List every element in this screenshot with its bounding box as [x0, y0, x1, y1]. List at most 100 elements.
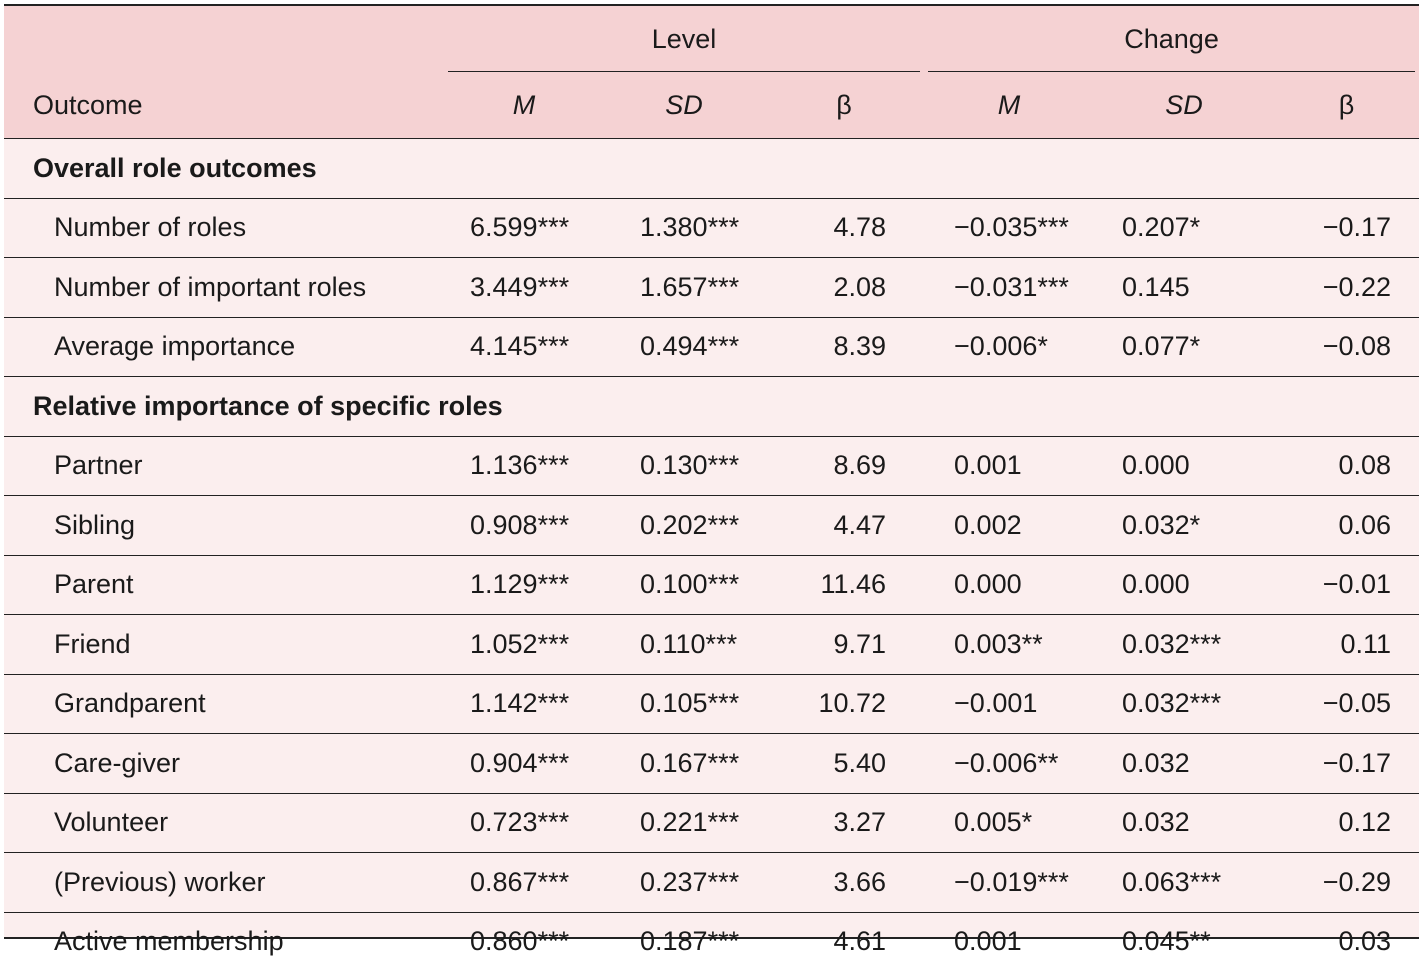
cell-level-m: 1.052*** [444, 615, 604, 675]
cell-level-m: 6.599*** [444, 198, 604, 258]
cell-level-beta: 11.46 [764, 555, 924, 615]
results-table-container: Level Change Outcome M SD β M SD β Overa… [4, 4, 1419, 939]
cell-change-m: −0.001 [924, 674, 1094, 734]
cell-change-m: −0.006** [924, 734, 1094, 794]
cell-level-beta: 4.78 [764, 198, 924, 258]
cell-change-sd: 0.063*** [1094, 853, 1274, 913]
cell-change-beta: −0.17 [1274, 734, 1419, 794]
cell-change-beta: −0.29 [1274, 853, 1419, 913]
cell-level-beta: 10.72 [764, 674, 924, 734]
cell-change-sd: 0.000 [1094, 555, 1274, 615]
cell-change-m: 0.002 [924, 496, 1094, 556]
cell-change-sd: 0.032 [1094, 793, 1274, 853]
cell-level-beta: 4.61 [764, 912, 924, 971]
cell-level-beta: 9.71 [764, 615, 924, 675]
cell-change-beta: −0.17 [1274, 198, 1419, 258]
cell-level-sd: 0.100*** [604, 555, 764, 615]
cell-change-beta: −0.08 [1274, 317, 1419, 377]
cell-change-m: −0.019*** [924, 853, 1094, 913]
header-level-beta: β [764, 72, 924, 139]
cell-level-beta: 8.69 [764, 436, 924, 496]
row-label: Average importance [4, 317, 444, 377]
header-change-sd: SD [1094, 72, 1274, 139]
row-label: (Previous) worker [4, 853, 444, 913]
row-label: Parent [4, 555, 444, 615]
header-group-level: Level [444, 6, 924, 72]
cell-change-beta: −0.05 [1274, 674, 1419, 734]
row-label: Friend [4, 615, 444, 675]
section-header-row: Overall role outcomes [4, 139, 1419, 199]
cell-change-sd: 0.145 [1094, 258, 1274, 318]
cell-level-m: 0.908*** [444, 496, 604, 556]
section-title: Relative importance of specific roles [4, 377, 1419, 437]
cell-level-sd: 0.221*** [604, 793, 764, 853]
cell-change-sd: 0.045** [1094, 912, 1274, 971]
cell-level-sd: 0.105*** [604, 674, 764, 734]
row-label: Grandparent [4, 674, 444, 734]
row-label: Sibling [4, 496, 444, 556]
cell-level-m: 3.449*** [444, 258, 604, 318]
header-level-m: M [444, 72, 604, 139]
row-label: Number of important roles [4, 258, 444, 318]
cell-change-beta: −0.22 [1274, 258, 1419, 318]
cell-level-beta: 3.27 [764, 793, 924, 853]
section-header-row: Relative importance of specific roles [4, 377, 1419, 437]
cell-change-m: 0.001 [924, 436, 1094, 496]
cell-change-beta: −0.01 [1274, 555, 1419, 615]
cell-level-beta: 3.66 [764, 853, 924, 913]
cell-level-sd: 1.657*** [604, 258, 764, 318]
cell-level-m: 1.129*** [444, 555, 604, 615]
table-header: Level Change Outcome M SD β M SD β [4, 6, 1419, 139]
header-change-beta: β [1274, 72, 1419, 139]
cell-level-sd: 0.167*** [604, 734, 764, 794]
cell-level-sd: 1.380*** [604, 198, 764, 258]
cell-change-m: −0.031*** [924, 258, 1094, 318]
cell-level-sd: 0.237*** [604, 853, 764, 913]
cell-change-beta: 0.11 [1274, 615, 1419, 675]
cell-level-m: 1.142*** [444, 674, 604, 734]
cell-change-m: 0.001 [924, 912, 1094, 971]
cell-change-sd: 0.000 [1094, 436, 1274, 496]
header-group-row: Level Change [4, 6, 1419, 72]
cell-change-m: 0.000 [924, 555, 1094, 615]
header-group-change: Change [924, 6, 1419, 72]
cell-level-m: 0.723*** [444, 793, 604, 853]
cell-level-m: 4.145*** [444, 317, 604, 377]
cell-level-beta: 5.40 [764, 734, 924, 794]
cell-change-beta: 0.06 [1274, 496, 1419, 556]
section-title: Overall role outcomes [4, 139, 1419, 199]
row-label: Volunteer [4, 793, 444, 853]
header-change-m: M [924, 72, 1094, 139]
cell-change-sd: 0.207* [1094, 198, 1274, 258]
cell-level-beta: 2.08 [764, 258, 924, 318]
cell-level-m: 1.136*** [444, 436, 604, 496]
cell-level-m: 0.860*** [444, 912, 604, 971]
header-column-row: Outcome M SD β M SD β [4, 72, 1419, 139]
row-label: Number of roles [4, 198, 444, 258]
cell-change-m: 0.005* [924, 793, 1094, 853]
cell-change-sd: 0.032 [1094, 734, 1274, 794]
cell-change-m: −0.006* [924, 317, 1094, 377]
header-level-sd: SD [604, 72, 764, 139]
cell-change-beta: 0.12 [1274, 793, 1419, 853]
cell-level-sd: 0.110*** [604, 615, 764, 675]
results-table: Level Change Outcome M SD β M SD β Overa… [4, 6, 1419, 971]
cell-change-sd: 0.077* [1094, 317, 1274, 377]
cell-level-m: 0.867*** [444, 853, 604, 913]
cell-change-sd: 0.032*** [1094, 615, 1274, 675]
cell-change-m: 0.003** [924, 615, 1094, 675]
cell-level-beta: 8.39 [764, 317, 924, 377]
